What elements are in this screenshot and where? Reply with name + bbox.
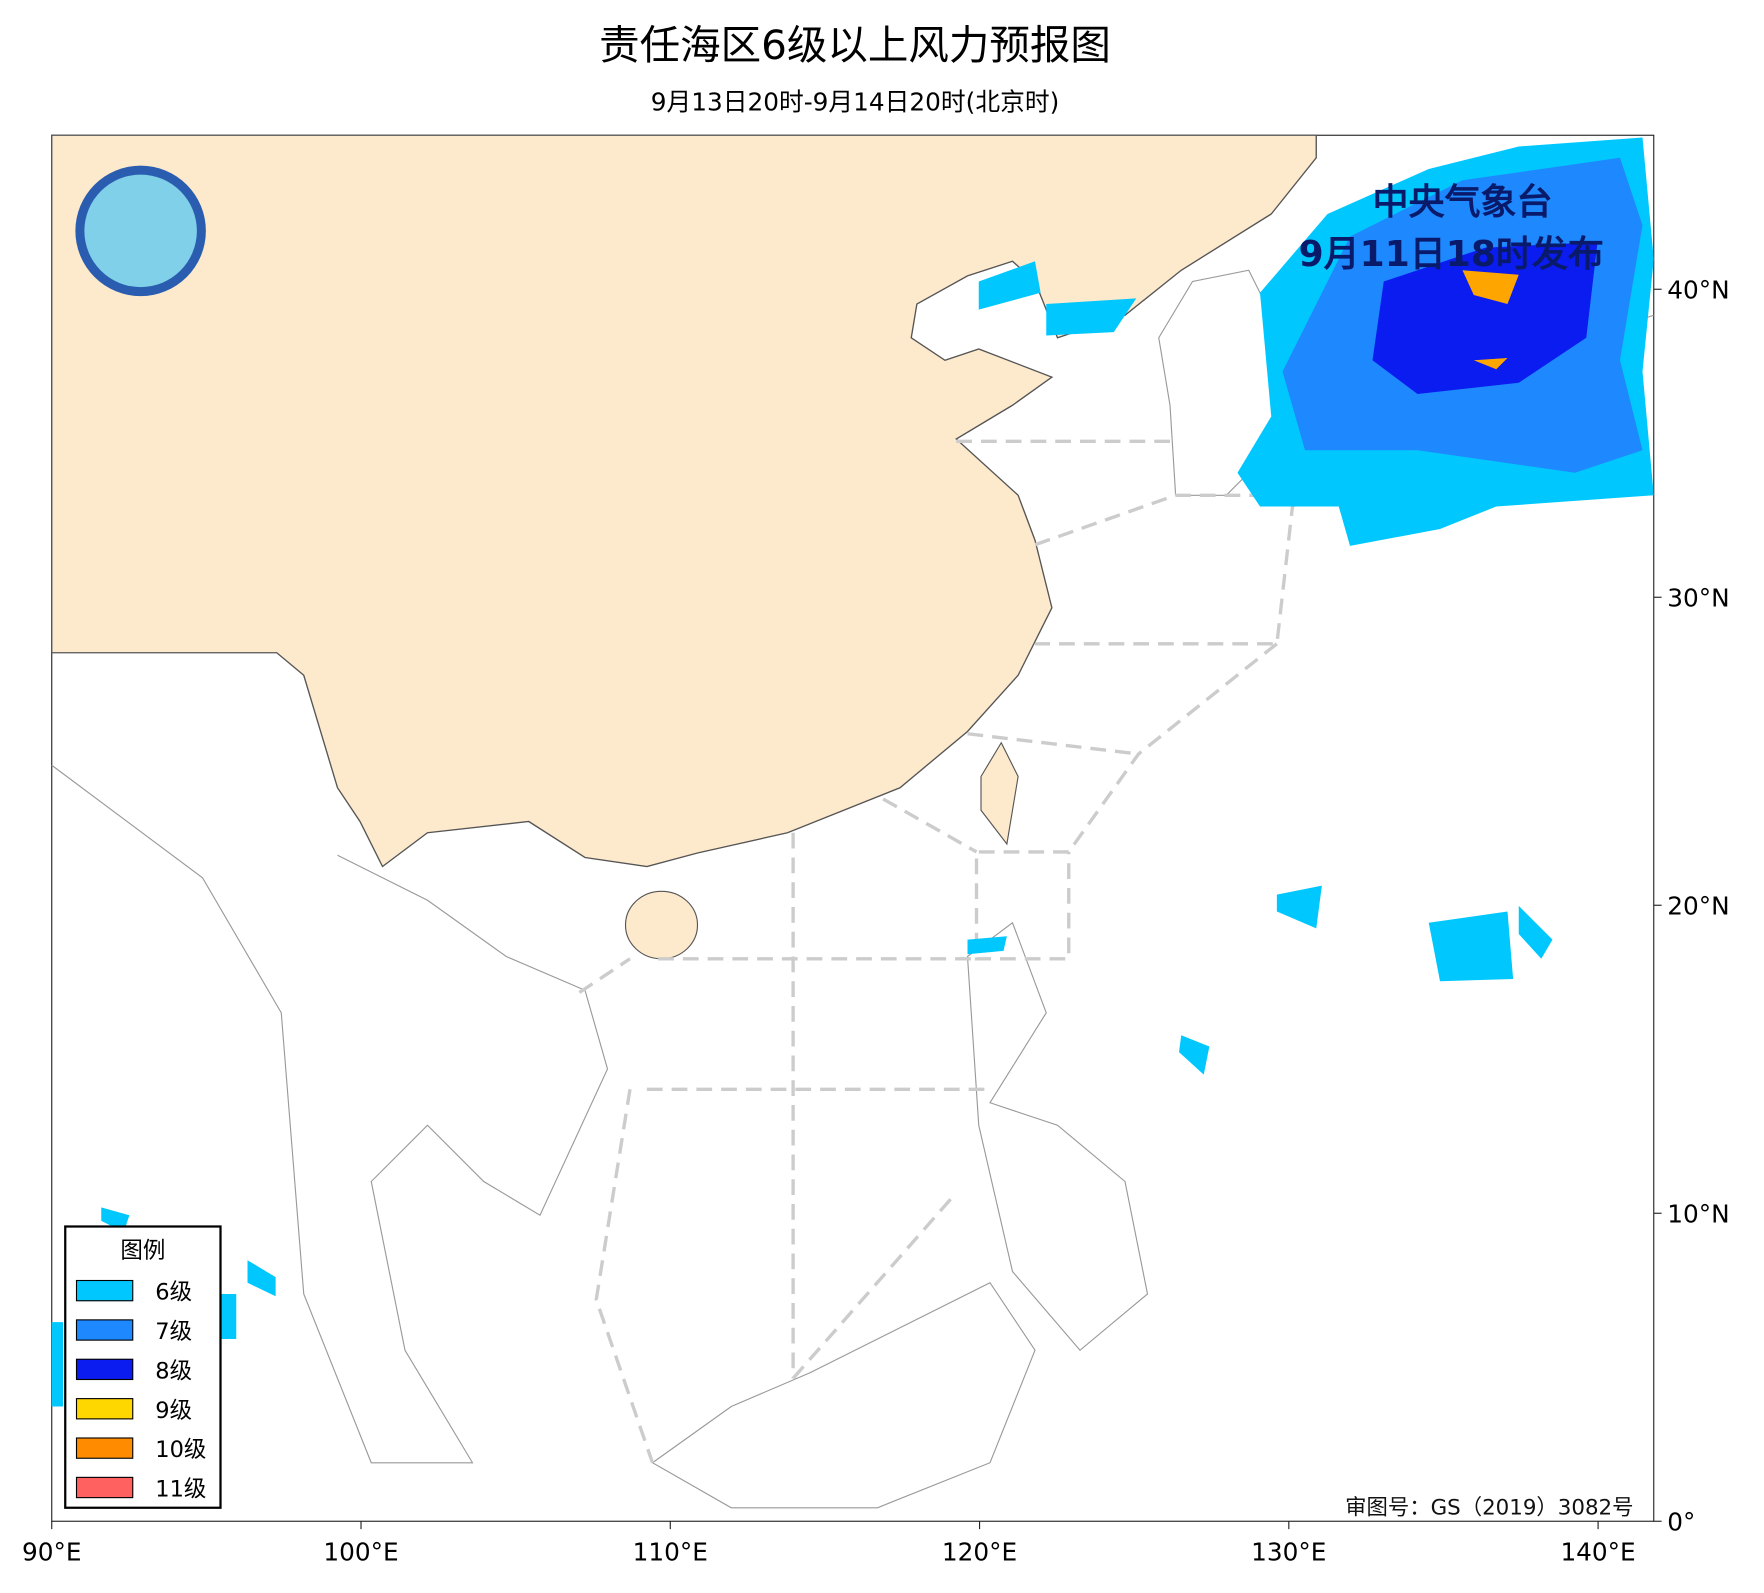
y-tick-label: 30°N [1667,583,1729,612]
wind-area [1372,242,1598,394]
publisher: 中央气象台 [1372,182,1552,223]
y-tick-label: 0° [1667,1507,1695,1536]
legend-swatch [75,1398,134,1420]
review-number: 审图号：GS（2019）3082号 [1345,1496,1633,1521]
x-tick-label: 130°E [1251,1538,1326,1567]
issued-time: 9月11日18时发布 [1299,234,1604,275]
sea-zones [578,439,1296,1464]
philippines [966,921,1149,1352]
wind-areas [51,137,1654,1407]
legend-swatch [75,1358,134,1381]
legend-label: 9级 [155,1398,192,1424]
x-tick-label: 110°E [633,1538,708,1567]
y-tick-label: 10°N [1667,1199,1729,1228]
legend-label: 8级 [155,1358,192,1384]
wind-area [978,261,1137,336]
taiwan [980,741,1019,846]
x-tick-label: 90°E [22,1538,82,1567]
y-tick-label: 20°N [1667,891,1729,920]
legend-title: 图例 [120,1238,165,1264]
y-tick-label: 40°N [1667,275,1729,304]
subtitle: 9月13日20时-9月14日20时(北京时) [651,88,1059,117]
legend-label: 6级 [155,1280,192,1306]
hainan [624,890,699,960]
legend-swatch [75,1437,134,1459]
map-area: 中央气象台 9月11日18时发布 审图号：GS（2019）3082号 [51,134,1655,1522]
x-tick-label: 120°E [942,1538,1017,1567]
legend-swatch [75,1319,134,1341]
x-tick-label: 140°E [1560,1538,1635,1567]
legend-swatch [75,1279,134,1302]
title: 责任海区6级以上风力预报图 [599,21,1111,69]
wind-area [1462,270,1519,370]
legend-label: 7级 [155,1319,192,1345]
legend-label: 11级 [155,1477,206,1503]
legend-swatch [75,1476,134,1499]
legend-label: 10级 [155,1437,206,1463]
indochina [51,764,609,1464]
borneo [651,1282,1036,1509]
x-tick-label: 100°E [323,1538,398,1567]
logo-inner [84,174,197,288]
